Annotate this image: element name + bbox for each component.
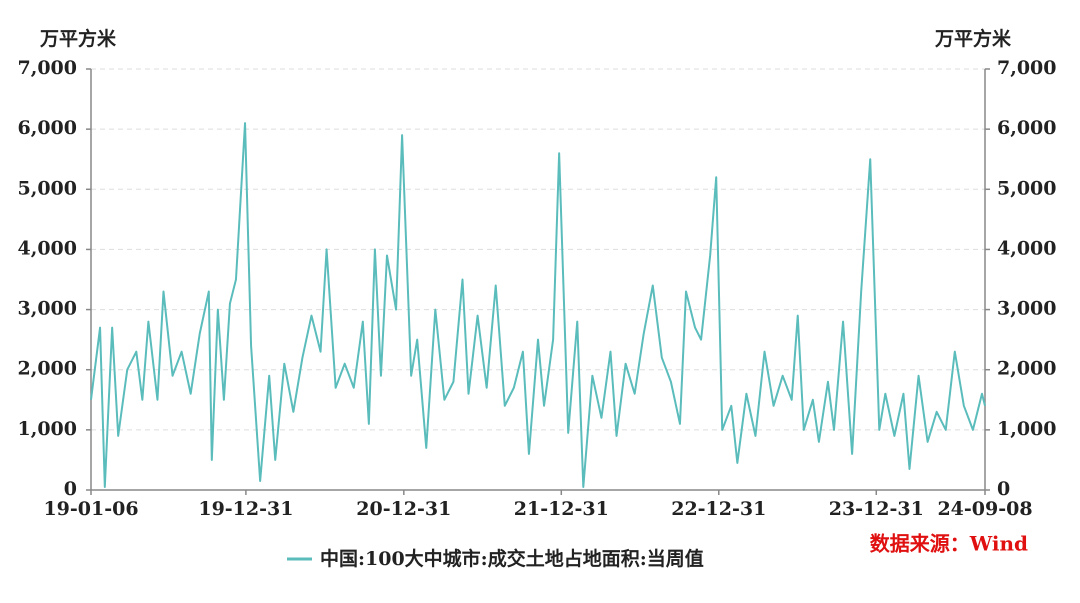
y-tick-label: 5,000 [18,177,78,199]
y2-tick-label: 3,000 [997,298,1057,320]
x-tick-label: 19-12-31 [198,498,293,520]
y2-tick-label: 6,000 [997,117,1057,139]
y-tick-label: 2,000 [18,358,78,380]
y2-tick-label: 7,000 [997,57,1057,79]
x-tick-label: 19-01-06 [43,498,138,520]
y2-tick-label: 5,000 [997,177,1057,199]
y-tick-label: 4,000 [18,237,78,259]
y2-axis-label: 万平方米 [934,27,1012,50]
y2-tick-label: 0 [997,478,1010,500]
y-tick-label: 3,000 [18,298,78,320]
y-axis-label: 万平方米 [39,27,117,50]
y2-tick-label: 4,000 [997,237,1057,259]
source-note: 数据来源：Wind [870,532,1028,556]
x-tick-label: 23-12-31 [829,498,924,520]
y-tick-label: 1,000 [18,418,78,440]
y-tick-label: 7,000 [18,57,78,79]
x-tick-label: 24-09-08 [937,498,1032,520]
y-tick-label: 6,000 [18,117,78,139]
y2-tick-label: 2,000 [997,358,1057,380]
y-tick-label: 0 [64,478,77,500]
x-tick-label: 21-12-31 [514,498,609,520]
data-line [90,122,986,488]
x-tick-label: 20-12-31 [356,498,451,520]
x-tick-label: 22-12-31 [671,498,766,520]
y2-tick-label: 1,000 [997,418,1057,440]
legend-label: 中国:100大中城市:成交土地占地面积:当周值 [320,547,704,570]
